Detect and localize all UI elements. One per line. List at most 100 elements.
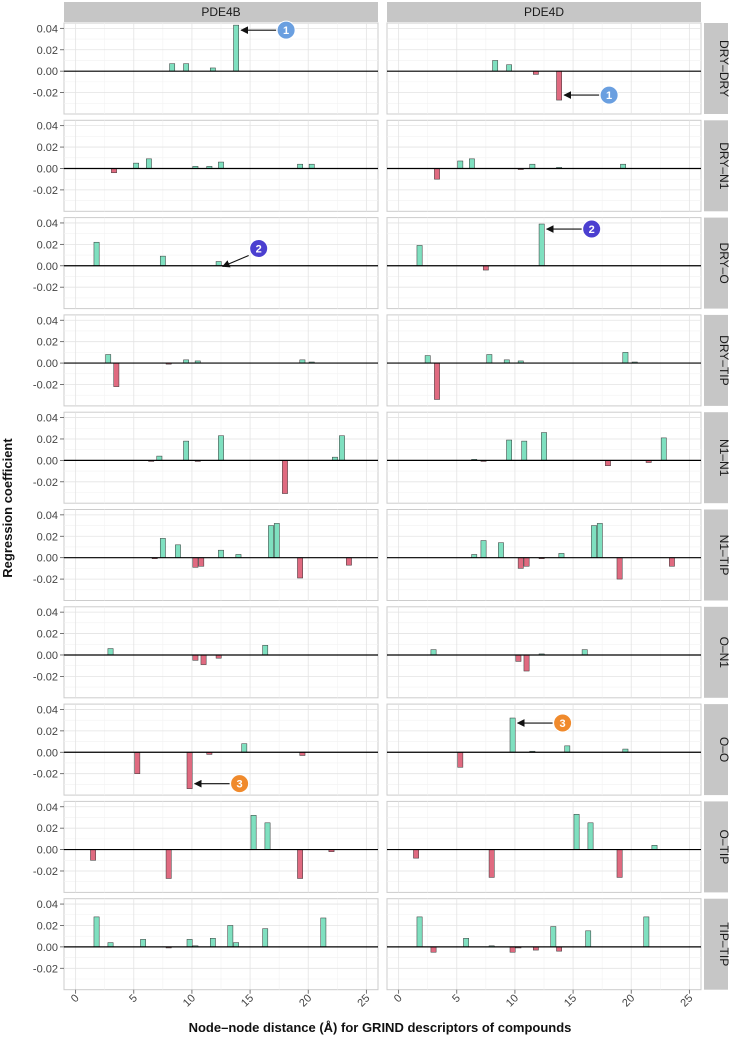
bar xyxy=(233,24,239,72)
bar xyxy=(616,557,623,580)
bar xyxy=(218,161,224,169)
bar xyxy=(591,525,597,558)
bar xyxy=(556,946,562,952)
y-tick-label: 0.02 xyxy=(37,337,58,349)
bar xyxy=(515,654,522,662)
bar xyxy=(616,849,623,878)
bar xyxy=(198,557,205,567)
bar xyxy=(521,440,528,461)
bar xyxy=(587,822,594,850)
row-strip-label: O–TIP xyxy=(717,830,729,865)
panel-pde4b-n1-n1 xyxy=(63,411,379,504)
bar xyxy=(517,557,524,569)
bar xyxy=(268,525,274,558)
y-tick-label: 0.02 xyxy=(37,629,58,641)
bar xyxy=(107,942,114,948)
panel-pde4b-o-tip xyxy=(63,800,379,893)
column-strip-label: PDE4B xyxy=(201,5,240,19)
bar xyxy=(233,942,239,948)
y-tick-label: 0.04 xyxy=(37,510,58,522)
y-tick-label: 0.02 xyxy=(37,920,58,932)
bar xyxy=(488,849,495,878)
panel-pde4d-dry-o xyxy=(386,217,702,310)
panel-pde4d-dry-dry xyxy=(386,22,702,115)
bar xyxy=(643,916,650,948)
bar xyxy=(564,745,571,753)
column-strip-pde4d xyxy=(387,2,701,22)
panel-pde4d-o-tip xyxy=(386,800,702,893)
y-tick-label: 0.04 xyxy=(37,607,58,619)
y-tick-label: 0.04 xyxy=(37,413,58,425)
bar xyxy=(183,440,189,461)
bar xyxy=(469,158,475,169)
bar xyxy=(430,649,437,656)
annotation-number: 3 xyxy=(237,779,243,791)
row-strip-dry-o xyxy=(704,217,728,309)
y-tick-label: 0.00 xyxy=(37,650,58,662)
bar xyxy=(146,158,152,169)
y-tick-label: 0.04 xyxy=(37,899,58,911)
row-strip-label: DRY–O xyxy=(717,243,729,284)
bar xyxy=(297,849,303,879)
x-tick-label: 5 xyxy=(127,992,140,1005)
y-tick-label: 0.00 xyxy=(37,358,58,370)
y-tick-label: -0.02 xyxy=(33,477,58,489)
y-tick-label: 0.00 xyxy=(37,747,58,759)
annotation-number: 1 xyxy=(283,25,289,37)
annotation-2-pde4d: 2 xyxy=(545,219,602,239)
bar xyxy=(250,815,257,850)
y-tick-label: 0.02 xyxy=(37,531,58,543)
bar xyxy=(550,926,557,948)
y-tick-label: 0.02 xyxy=(37,142,58,154)
panel-pde4b-dry-tip xyxy=(63,314,379,407)
annotation-number: 1 xyxy=(606,90,612,102)
bar xyxy=(482,265,489,271)
bar xyxy=(192,654,199,661)
panel-pde4d-dry-n1 xyxy=(386,119,702,212)
bar xyxy=(581,649,588,656)
bar xyxy=(297,557,303,579)
bar xyxy=(346,557,352,566)
bar xyxy=(169,63,176,72)
x-tick-label: 10 xyxy=(181,992,198,1009)
annotation-badge xyxy=(582,219,602,239)
y-tick-label: -0.02 xyxy=(33,574,58,586)
y-tick-label: 0.04 xyxy=(37,704,58,716)
bar xyxy=(416,916,423,948)
y-tick-label: -0.02 xyxy=(33,671,58,683)
y-axis-title: Regression coefficient xyxy=(0,438,15,578)
annotation-number: 3 xyxy=(560,718,566,730)
row-strip-label: TIP–TIP xyxy=(717,922,729,966)
bar xyxy=(506,439,512,461)
panel-pde4b-dry-dry xyxy=(63,22,379,115)
y-tick-label: 0.02 xyxy=(37,823,58,835)
row-strip-n1-tip xyxy=(704,509,728,601)
bar xyxy=(320,917,327,948)
row-strip-o-o xyxy=(704,704,728,796)
bar xyxy=(498,542,504,558)
bar xyxy=(93,916,100,948)
bar xyxy=(529,163,536,169)
y-tick-label: 0.00 xyxy=(37,261,58,273)
bar xyxy=(416,245,423,267)
panel-pde4d-dry-tip xyxy=(386,314,702,407)
bar xyxy=(175,544,181,558)
bar xyxy=(573,813,580,850)
bar xyxy=(541,432,547,461)
bar xyxy=(434,362,440,400)
annotation-number: 2 xyxy=(256,243,262,255)
bar xyxy=(133,162,139,169)
annotation-badge xyxy=(230,774,250,794)
annotation-badge xyxy=(599,85,619,105)
row-strip-o-tip xyxy=(704,801,728,893)
bar xyxy=(183,63,189,72)
bar xyxy=(339,435,345,461)
y-tick-label: 0.04 xyxy=(37,802,58,814)
bar xyxy=(134,752,141,774)
row-strip-dry-n1 xyxy=(704,120,728,212)
x-tick-label: 15 xyxy=(239,992,256,1009)
bar xyxy=(113,362,120,387)
bar xyxy=(90,849,96,861)
bar xyxy=(605,460,611,466)
y-tick-label: 0.04 xyxy=(37,218,58,230)
